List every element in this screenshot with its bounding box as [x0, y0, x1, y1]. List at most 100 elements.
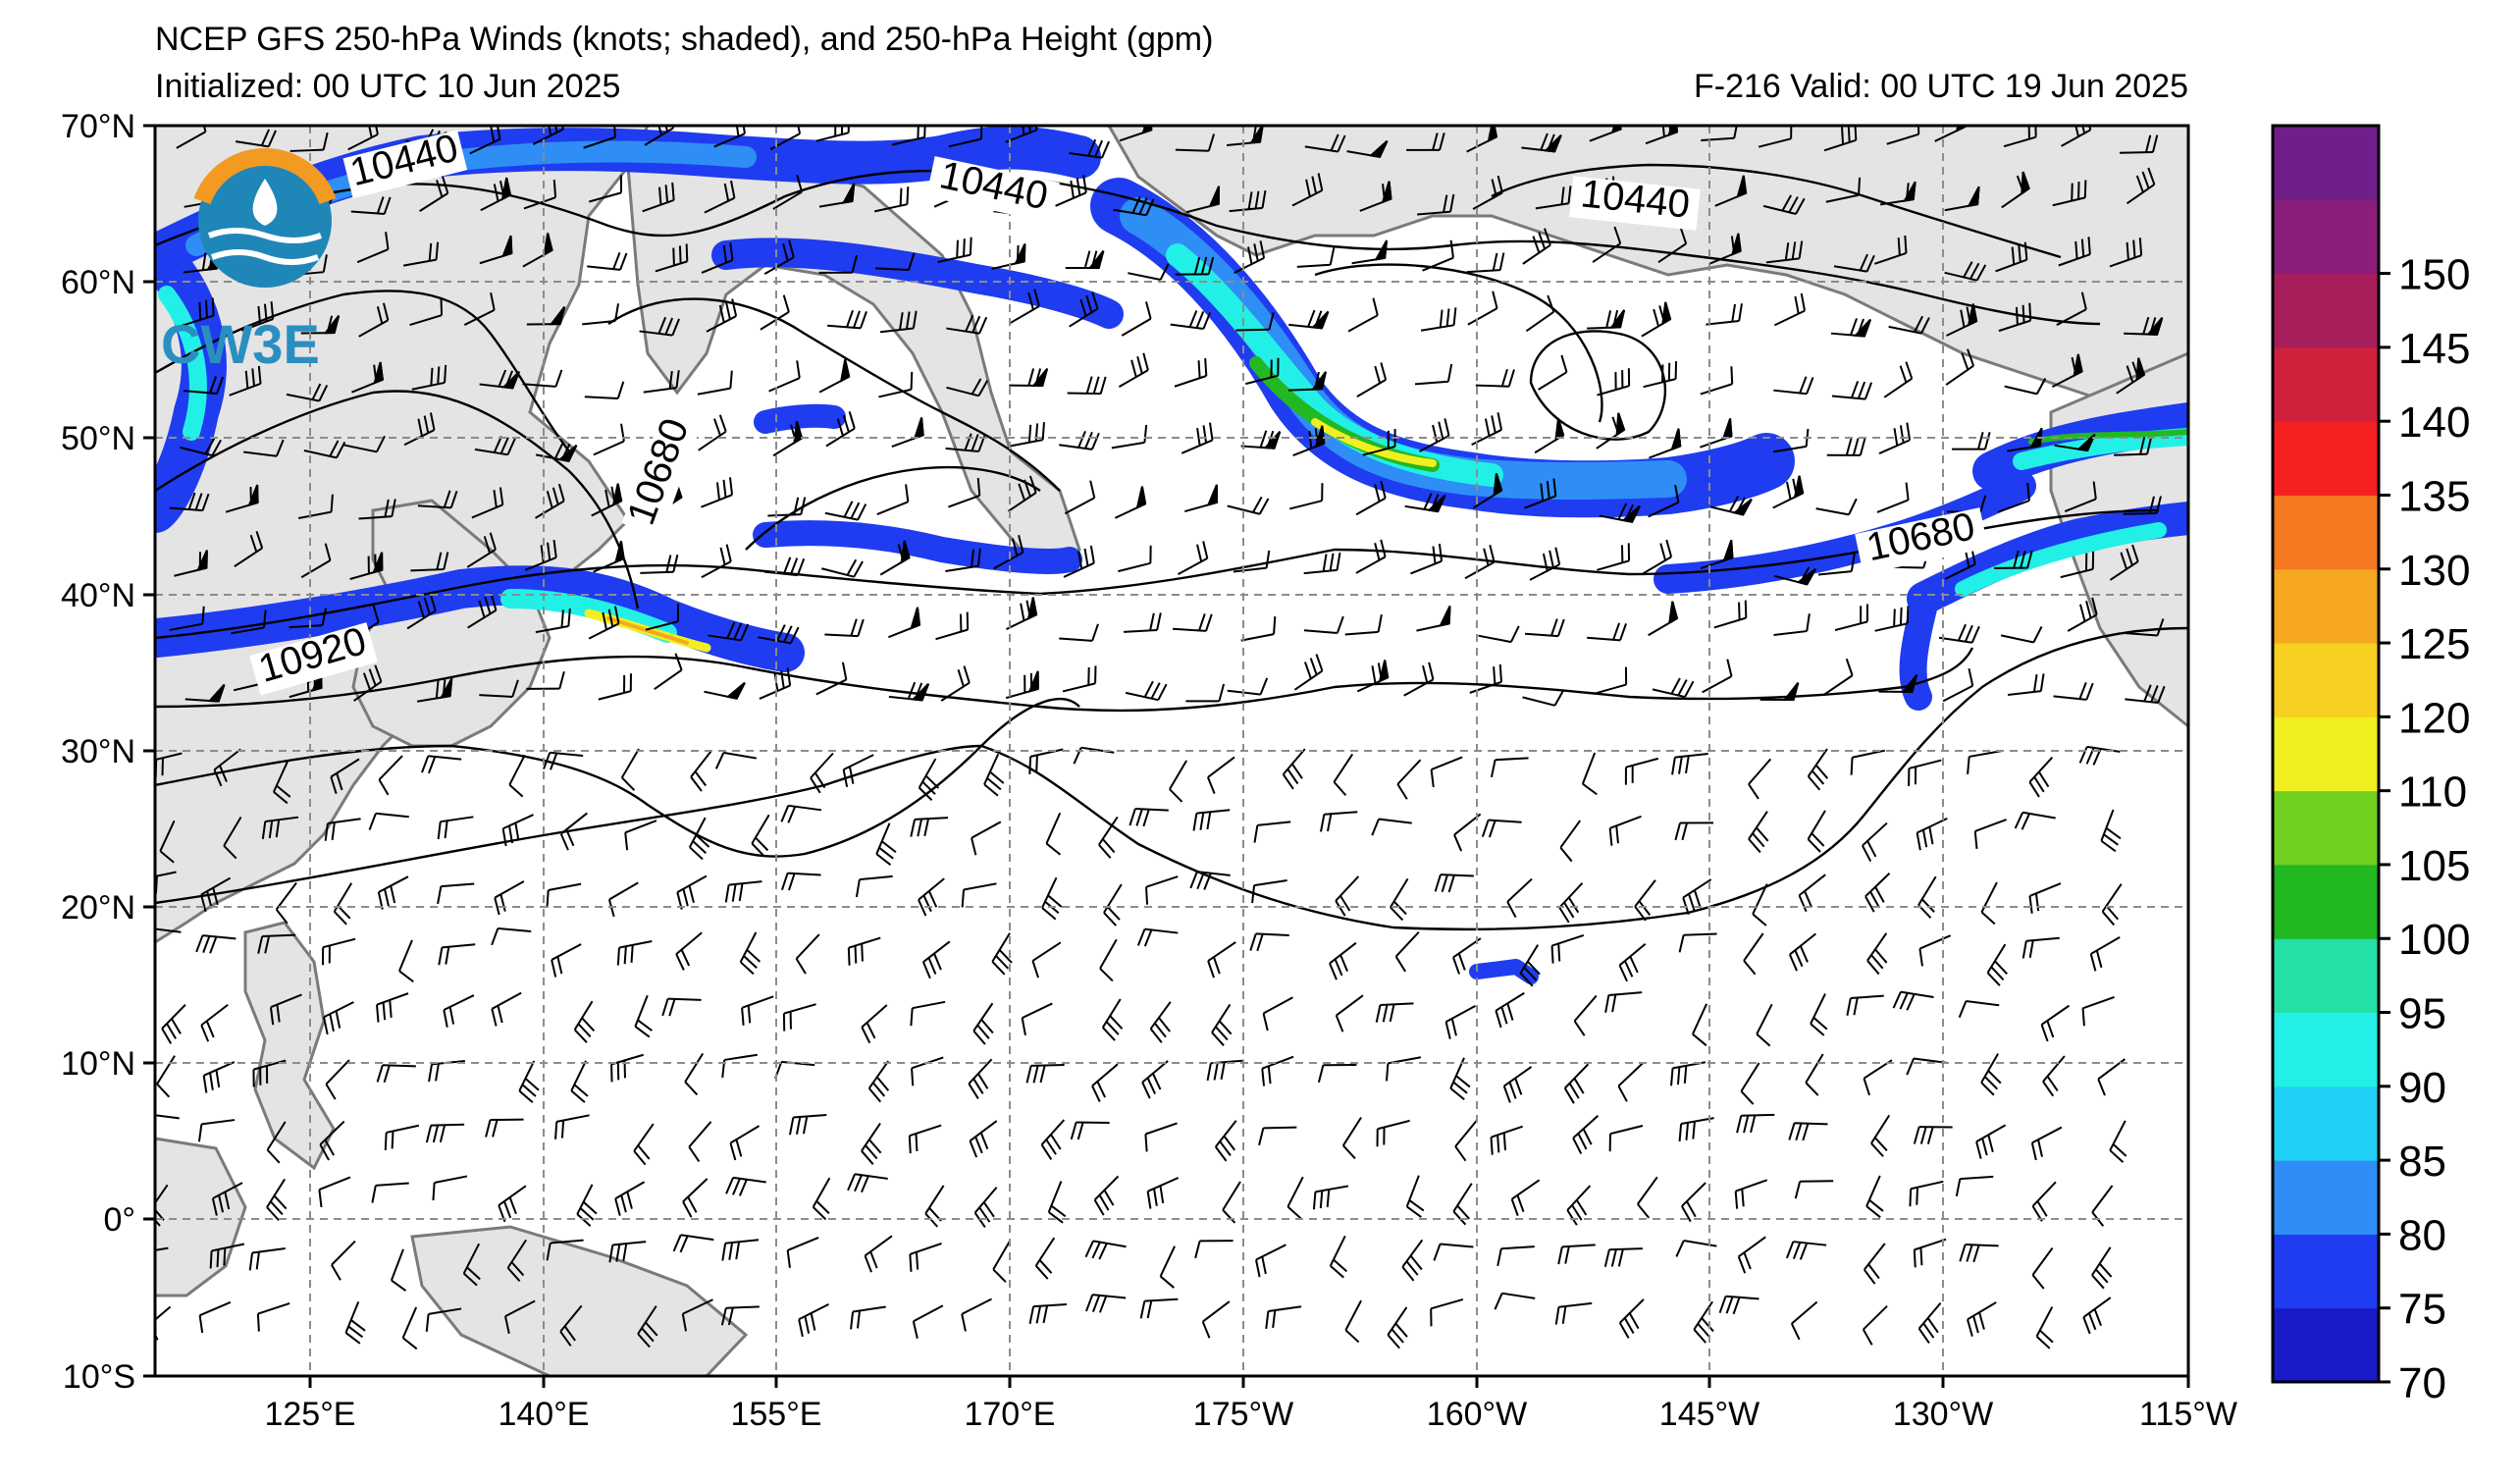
valid-time: F-216 Valid: 00 UTC 19 Jun 2025: [1694, 68, 2188, 105]
wind-barb: [1296, 246, 1336, 268]
wind-barb: [2081, 996, 2115, 1027]
lat-label: 60°N: [61, 264, 135, 301]
colorbar-segment: [2273, 199, 2379, 275]
wind-barb: [1282, 748, 1306, 790]
wind-barb: [406, 593, 437, 630]
wind-barb: [491, 927, 532, 946]
wind-barb: [1084, 1240, 1127, 1260]
wind-barb: [1817, 554, 1856, 576]
colorbar-segment: [2273, 1086, 2379, 1161]
wind-barb: [1359, 181, 1392, 212]
wind-barb: [1481, 819, 1522, 838]
wind-barb: [1572, 1115, 1600, 1155]
wind-barb: [1701, 126, 1738, 142]
colorbar-label: 100: [2398, 916, 2470, 964]
wind-barb: [417, 490, 458, 509]
wind-barb: [1980, 1053, 2002, 1096]
wind-barb: [501, 814, 534, 847]
wind-barb: [2101, 883, 2123, 927]
contour-line: [155, 626, 2188, 931]
logo-text: CW3E: [161, 313, 320, 375]
wind-barb: [582, 303, 620, 326]
wind-barb: [2109, 544, 2139, 581]
wind-barb: [810, 752, 834, 794]
wind-barb: [1946, 303, 1978, 337]
wind-barb: [225, 484, 259, 513]
wind-barb: [1233, 550, 1271, 573]
wind-barb: [608, 1241, 647, 1263]
colorbar-segment: [2273, 346, 2379, 422]
wind-barb: [1129, 807, 1169, 827]
lat-label: 10°S: [63, 1358, 135, 1396]
wind-barb: [1288, 309, 1330, 330]
wind-barb: [398, 939, 414, 983]
wind-barb: [1967, 750, 2003, 774]
wind-barb: [2119, 134, 2159, 154]
wind-barb: [1344, 1299, 1362, 1344]
wind-barb: [197, 1119, 236, 1142]
wind-barb: [875, 822, 897, 866]
wind-barb: [1063, 545, 1095, 578]
wind-barb: [1502, 1066, 1533, 1103]
wind-barb: [946, 314, 988, 335]
wind-barb: [358, 499, 396, 520]
wind-barb: [867, 1060, 890, 1103]
wind-barb: [1496, 1245, 1535, 1267]
wind-barb: [879, 540, 911, 576]
water-drop-icon: [252, 179, 278, 226]
jet-north-pacific-main: [1090, 178, 1795, 518]
wind-barb: [198, 1300, 232, 1334]
wind-barb: [202, 1061, 236, 1093]
wind-barb: [1641, 301, 1672, 338]
wind-barb: [708, 621, 750, 642]
wind-barb: [1594, 666, 1628, 695]
wind-barb: [522, 369, 563, 388]
wind-barb: [725, 1176, 766, 1196]
wind-barb: [983, 753, 1005, 797]
wind-barb: [1714, 175, 1748, 207]
wind-barb: [1865, 1175, 1884, 1219]
wind-barb: [1009, 367, 1049, 387]
contour-line: [155, 390, 640, 609]
wind-barb: [935, 611, 970, 641]
wind-barb: [331, 1240, 356, 1281]
wind-barb: [554, 1114, 590, 1139]
lon-label: 160°W: [1427, 1396, 1527, 1433]
colorbar-segment: [2273, 716, 2379, 792]
wind-barb: [1149, 1001, 1172, 1043]
wind-barb: [1743, 932, 1764, 976]
wind-barb: [1648, 601, 1679, 637]
wind-barb: [425, 1123, 465, 1143]
wind-barb: [729, 1125, 761, 1161]
wind-barb: [1047, 1181, 1067, 1224]
wind-barb: [614, 1181, 646, 1216]
wind-barb: [1878, 422, 1912, 455]
wind-barb: [2042, 1055, 2066, 1097]
wind-barb: [991, 242, 1026, 270]
wind-barb: [2007, 673, 2045, 696]
wind-barb: [1410, 543, 1444, 575]
contour-line: [155, 647, 1974, 713]
wind-barb: [1472, 473, 1503, 509]
wind-barb: [724, 880, 762, 903]
wind-barb: [818, 183, 856, 208]
wind-barb: [946, 378, 989, 397]
wind-barb: [1355, 480, 1387, 516]
wind-barb: [912, 1304, 944, 1339]
wind-barb: [1846, 994, 1884, 1016]
wind-barb: [1396, 759, 1422, 800]
wind-barb: [1944, 185, 1980, 212]
wind-barb: [589, 175, 623, 203]
wind-barb: [229, 365, 262, 397]
wind-barb: [479, 369, 520, 390]
wind-barb: [850, 1305, 886, 1330]
wind-barb: [1201, 1300, 1231, 1339]
wind-barb: [768, 360, 801, 393]
wind-barb: [633, 1123, 655, 1166]
wind-barb: [466, 532, 497, 568]
wind-barb: [2123, 496, 2162, 515]
wind-barb: [1945, 348, 1975, 386]
wind-barb: [1189, 871, 1231, 890]
wind-barb: [751, 814, 770, 858]
wind-barb: [1955, 1175, 1994, 1196]
